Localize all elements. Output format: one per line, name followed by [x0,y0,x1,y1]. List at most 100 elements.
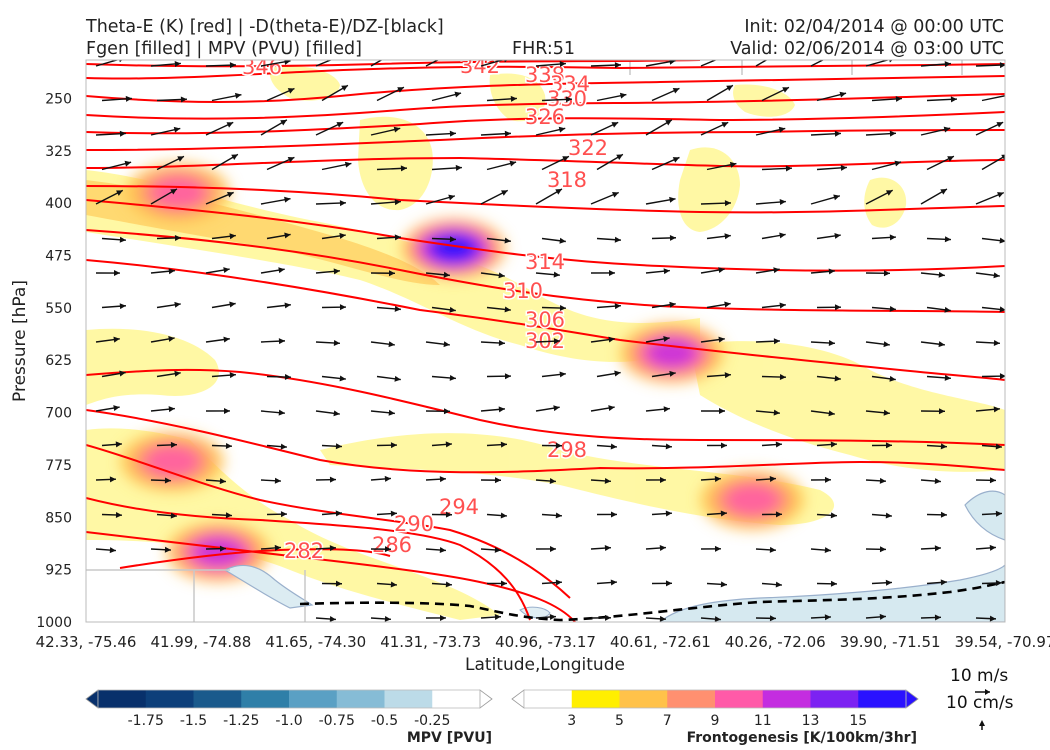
vector-arrow [315,200,347,207]
vector-arrow [871,512,892,519]
vector-arrow [755,409,780,416]
colorbar-swatch [193,690,242,708]
vector-arrow [920,614,942,621]
vector-arrow [975,406,1000,413]
vector-arrow [260,477,282,484]
vector-arrow [700,200,732,207]
colorbar-tick-label: 11 [754,713,772,729]
vector-arrow [370,199,401,206]
frontogenesis-colorbar: 3 5 7 9 11 13 15 [511,689,919,729]
vector-arrow [761,302,786,309]
vector-arrow [95,270,121,277]
vector-arrow [865,477,887,484]
vector-arrow [596,370,621,378]
fgen-band-mid [86,328,219,405]
vector-arrow [315,410,340,417]
vector-arrow [95,60,123,67]
colorbar-swatch [336,690,385,708]
vector-arrow [486,580,508,587]
vector-key: 10 m/s 10 cm/s [946,666,1014,730]
vector-arrow [926,155,955,171]
theta-e-label: 318 [547,168,587,192]
chart-title-line2: Fgen [filled] | MPV (PVU) [filled] [86,39,362,59]
theta-e-contour [86,229,1005,313]
colorbar-tick-label: -0.75 [319,713,355,729]
y-tick-label: 625 [45,353,72,369]
vector-arrow [480,130,511,137]
colorbar-swatch [858,690,907,708]
vector-arrow [816,512,838,519]
vector-arrow [260,119,288,136]
vector-arrow [150,335,175,343]
vector-arrow [596,443,617,450]
vector-arrow [590,614,612,621]
vector-arrow [651,443,673,450]
vector-arrow [596,303,621,310]
y-tick-label: 775 [45,458,72,474]
vector-arrow [651,510,673,517]
vector-arrow [376,165,408,172]
vector-arrow [321,304,347,311]
plot-area: 346 342 3383343303263223183143103063022982… [86,54,1005,622]
vector-arrow [425,194,456,205]
vector-arrow [926,96,958,103]
vector-arrow [266,232,291,240]
theta-e-label: 326 [525,105,565,129]
plot-frame [85,59,1006,623]
vector-arrow [315,268,340,275]
theta-e-label: 342 [460,54,500,78]
vector-arrow [810,410,835,417]
vector-arrow [95,336,120,343]
vector-arrow [480,546,502,553]
fgen-maximum [401,218,506,279]
vector-arrow [920,61,951,68]
vector-arrow [816,232,841,240]
vector-arrow [95,130,126,137]
colorbar-swatch [524,690,573,708]
vector-arrow [865,546,887,553]
vector-arrow [761,86,790,102]
vector-arrow [865,613,886,620]
vector-arrow [370,60,383,67]
vector-arrow [920,126,951,136]
vector-arrow [535,478,556,485]
vector-arrow [871,442,893,449]
vector-arrow [975,62,1005,69]
colorbar-tick-label: 13 [802,713,820,729]
colorbar-tick-label: -1.25 [223,713,259,729]
vector-arrow [871,305,896,312]
vector-arrow [95,476,117,483]
vector-arrow [651,580,673,587]
vector-arrow [535,271,560,278]
vector-arrow [321,580,343,587]
theta-e-contour [86,444,571,599]
theta-e-contour [86,111,1005,135]
vector-key-vertical-label: 10 cm/s [946,693,1014,713]
valid-time: Valid: 02/06/2014 @ 03:00 UTC [730,39,1004,59]
vector-arrow [871,375,896,382]
vector-arrow [596,511,618,518]
vector-arrow [156,96,188,103]
chart-title-line1: Theta-E (K) [red] | -D(theta-E)/DZ-[blac… [85,17,444,37]
vector-arrow [431,374,456,381]
vector-arrow [981,373,1005,380]
vector-arrow [865,189,894,205]
vector-arrow [920,478,941,485]
vector-arrow [321,161,352,171]
vector-arrow [156,441,178,448]
vector-arrow [700,616,721,622]
colorbar-tick-label: -1.5 [180,713,207,729]
theta-e-contour [86,497,531,621]
vector-arrow [205,62,237,69]
vector-arrow [810,547,831,554]
x-axis-label: Latitude,Longitude [465,655,625,675]
theta-e-label: 314 [525,250,565,274]
colorbar-tick-label: 5 [615,713,624,729]
fgen-maximum [120,431,225,492]
vector-key-horizontal-label: 10 m/s [950,666,1008,686]
vector-arrow [535,126,566,136]
x-tick-label: 41.99, -74.88 [150,633,251,651]
colorbar-arrow [479,689,493,709]
colorbar-swatch [715,690,764,708]
vector-arrow [266,443,287,450]
